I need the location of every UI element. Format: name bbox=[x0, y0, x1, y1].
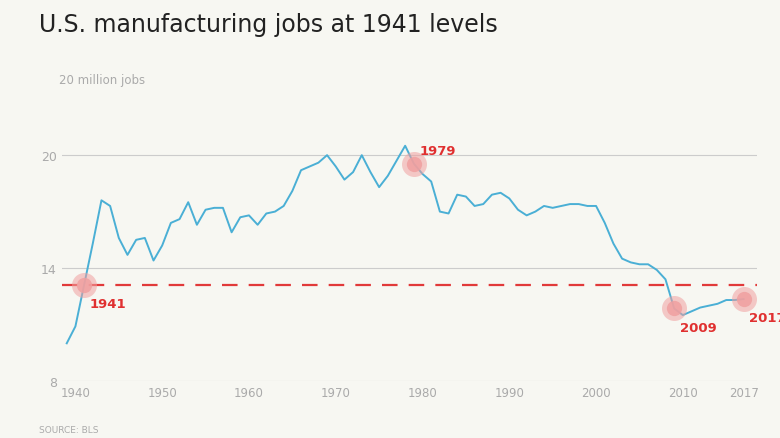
Text: 2009: 2009 bbox=[679, 321, 717, 334]
Text: 1979: 1979 bbox=[420, 145, 456, 158]
Text: SOURCE: BLS: SOURCE: BLS bbox=[39, 424, 98, 434]
Text: 2017: 2017 bbox=[749, 311, 780, 325]
Text: 20 million jobs: 20 million jobs bbox=[59, 74, 145, 87]
Text: 1941: 1941 bbox=[90, 297, 126, 311]
Text: U.S. manufacturing jobs at 1941 levels: U.S. manufacturing jobs at 1941 levels bbox=[39, 13, 498, 37]
